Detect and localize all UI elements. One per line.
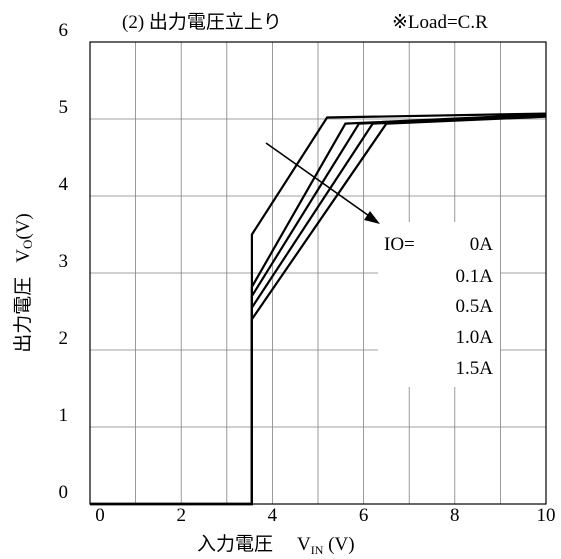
legend-prefix: IO= bbox=[384, 234, 415, 255]
legend-background bbox=[378, 222, 500, 387]
svg-text:出力電圧VO(V): 出力電圧 VO(V) bbox=[12, 213, 35, 353]
y-axis-label-subscript: O bbox=[20, 240, 35, 249]
chart-title: (2) 出力電圧立上り bbox=[122, 11, 282, 33]
x-tick-labels: 0 2 4 6 8 10 bbox=[95, 505, 555, 526]
x-tick-label: 2 bbox=[176, 505, 186, 526]
load-note: ※Load=C.R bbox=[392, 12, 488, 33]
y-tick-label: 4 bbox=[59, 174, 69, 195]
legend-entries: 0A 0.1A 0.5A 1.0A 1.5A bbox=[456, 234, 494, 379]
x-axis-label-subscript: IN bbox=[311, 543, 324, 557]
y-tick-label: 5 bbox=[59, 97, 69, 118]
x-axis-label-prefix: 入力電圧 bbox=[197, 533, 273, 555]
x-tick-label: 4 bbox=[268, 505, 278, 526]
y-axis-label-unit: (V) bbox=[13, 213, 34, 239]
x-tick-label: 8 bbox=[450, 505, 460, 526]
y-axis-label-prefix: 出力電圧 bbox=[12, 277, 34, 353]
legend-entry: 0A bbox=[470, 234, 494, 255]
series-line-1_5A bbox=[90, 115, 547, 506]
y-tick-label: 1 bbox=[59, 405, 69, 426]
y-tick-label: 2 bbox=[59, 328, 69, 349]
annotation-arrow-head bbox=[364, 211, 380, 224]
y-axis-label: 出力電圧 VO(V) bbox=[12, 213, 35, 353]
legend-entry: 1.0A bbox=[456, 327, 494, 348]
annotation-arrow-line bbox=[265, 142, 373, 219]
legend-entry: 0.5A bbox=[456, 296, 494, 317]
legend-entry: 1.5A bbox=[456, 358, 494, 379]
y-tick-label: 3 bbox=[59, 251, 69, 272]
series-group bbox=[90, 112, 547, 506]
y-tick-labels: 0 1 2 3 4 5 6 bbox=[59, 20, 69, 503]
legend-entry: 0.1A bbox=[456, 266, 494, 287]
x-tick-label: 0 bbox=[95, 505, 105, 526]
x-axis-label-unit: (V) bbox=[323, 534, 354, 555]
x-axis-label-symbol: V bbox=[297, 534, 311, 555]
x-tick-label: 10 bbox=[537, 505, 556, 526]
x-axis-label: 入力電圧 VIN (V) bbox=[197, 533, 355, 557]
y-tick-label: 0 bbox=[59, 482, 69, 503]
y-axis-label-symbol: V bbox=[13, 249, 34, 263]
y-tick-label: 6 bbox=[59, 20, 69, 41]
x-tick-label: 6 bbox=[359, 505, 369, 526]
plot-frame bbox=[89, 41, 547, 505]
